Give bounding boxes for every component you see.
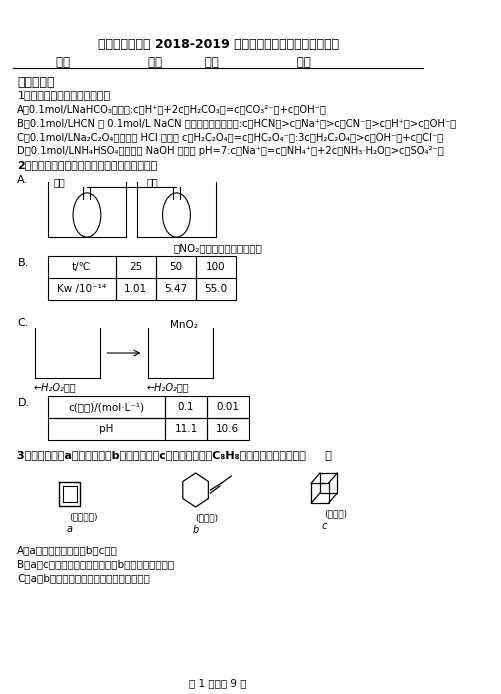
Text: C.: C. xyxy=(18,318,29,328)
Text: 一、选择题: 一、选择题 xyxy=(18,76,55,89)
Text: 冷水: 冷水 xyxy=(54,177,66,187)
Text: ←H₂O₂溶液: ←H₂O₂溶液 xyxy=(33,382,76,392)
Text: 0.01: 0.01 xyxy=(216,402,239,412)
Bar xyxy=(206,418,248,440)
Text: c(氨水)/(mol·L⁻¹): c(氨水)/(mol·L⁻¹) xyxy=(68,402,144,412)
Bar xyxy=(165,418,206,440)
Text: A.: A. xyxy=(18,175,29,185)
Text: Kw /10⁻¹⁴: Kw /10⁻¹⁴ xyxy=(57,284,106,294)
Bar xyxy=(195,256,235,300)
Text: 100: 100 xyxy=(205,262,225,272)
Text: B．0.1mol/LHCN 和 0.1mol/L NaCN 的等体积混合溶液中:c（HCN）>c（Na⁺）>c（CN⁻）>c（H⁺）>c（OH⁻）: B．0.1mol/LHCN 和 0.1mol/L NaCN 的等体积混合溶液中:… xyxy=(18,118,455,128)
Text: 1．常温下，下列说法正确的是: 1．常温下，下列说法正确的是 xyxy=(18,90,110,100)
Text: MnO₂: MnO₂ xyxy=(169,320,197,330)
Text: C．0.1mol/LNa₂C₂O₄溶液滴加 HCl 溶液至 c（H₂C₂O₄）=c（HC₂O₄⁻）:3c（H₂C₂O₄）>c（OH⁻）+c（Cl⁻）: C．0.1mol/LNa₂C₂O₄溶液滴加 HCl 溶液至 c（H₂C₂O₄）=… xyxy=(18,132,442,142)
Text: 55.0: 55.0 xyxy=(203,284,227,294)
Text: t/℃: t/℃ xyxy=(72,262,91,272)
Text: ←H₂O₂溶液: ←H₂O₂溶液 xyxy=(146,382,188,392)
Text: a: a xyxy=(67,524,73,534)
Bar xyxy=(165,396,206,418)
Text: 11.1: 11.1 xyxy=(174,424,197,434)
Text: C．a、b分子中的所有原子一定处于同一平面: C．a、b分子中的所有原子一定处于同一平面 xyxy=(18,573,150,583)
Bar xyxy=(155,256,195,300)
Text: B.: B. xyxy=(18,258,29,268)
Text: A．a的同分异构体只有b和c两种: A．a的同分异构体只有b和c两种 xyxy=(18,545,118,555)
Text: 第 1 页，共 9 页: 第 1 页，共 9 页 xyxy=(189,678,246,688)
Text: pH: pH xyxy=(99,424,113,434)
Text: 2．下列实验事实不能用平衡移动原理解释的是: 2．下列实验事实不能用平衡移动原理解释的是 xyxy=(18,160,157,170)
Text: 10.6: 10.6 xyxy=(216,424,239,434)
Bar xyxy=(48,256,115,300)
Text: 热水: 热水 xyxy=(146,177,157,187)
Bar xyxy=(115,256,155,300)
Text: 3．四元轴烯（a）、苯乙烯（b）、立方烷（c）的分子式均为C₈H₈，下列说法正确的是（     ）: 3．四元轴烯（a）、苯乙烯（b）、立方烷（c）的分子式均为C₈H₈，下列说法正确… xyxy=(18,450,332,460)
Text: 将NO₂球浸泡在冷水和热水中: 将NO₂球浸泡在冷水和热水中 xyxy=(173,243,262,253)
Text: D.: D. xyxy=(18,398,30,408)
Text: c: c xyxy=(321,521,326,531)
Text: 0.1: 0.1 xyxy=(177,402,194,412)
Text: 班级____________  座号______  姓名____________  分数____________: 班级____________ 座号______ 姓名____________ 分… xyxy=(56,56,380,69)
Text: 25: 25 xyxy=(129,262,142,272)
Text: 50: 50 xyxy=(169,262,182,272)
Text: D．0.1mol/LNH₄HSO₄溶液滴加 NaOH 溶液至 pH=7:c（Na⁺）=c（NH₄⁺）+2c（NH₃·H₂O）>c（SO₄²⁻）: D．0.1mol/LNH₄HSO₄溶液滴加 NaOH 溶液至 pH=7:c（Na… xyxy=(18,146,443,156)
Text: B．a、c的二氯代物均只有三种，b的一氯代物有五种: B．a、c的二氯代物均只有三种，b的一氯代物有五种 xyxy=(18,559,174,569)
Bar xyxy=(48,396,165,418)
Text: (立方烷): (立方烷) xyxy=(324,509,347,518)
Text: b: b xyxy=(192,525,198,535)
Text: (四元轴烯): (四元轴烯) xyxy=(70,512,98,521)
Text: 1.01: 1.01 xyxy=(124,284,147,294)
Bar xyxy=(206,396,248,418)
Text: 5.47: 5.47 xyxy=(164,284,187,294)
Text: A．0.1mol/LNaHCO₃溶液中:c（H⁺）+2c（H₂CO₃）=c（CO₃²⁻）+c（OH⁻）: A．0.1mol/LNaHCO₃溶液中:c（H⁺）+2c（H₂CO₃）=c（CO… xyxy=(18,104,327,114)
Text: 吉州区第二中学 2018-2019 学年上学期高二期中化学模拟题: 吉州区第二中学 2018-2019 学年上学期高二期中化学模拟题 xyxy=(98,38,338,51)
Bar xyxy=(48,418,165,440)
Text: (苯乙烯): (苯乙烯) xyxy=(195,513,218,522)
